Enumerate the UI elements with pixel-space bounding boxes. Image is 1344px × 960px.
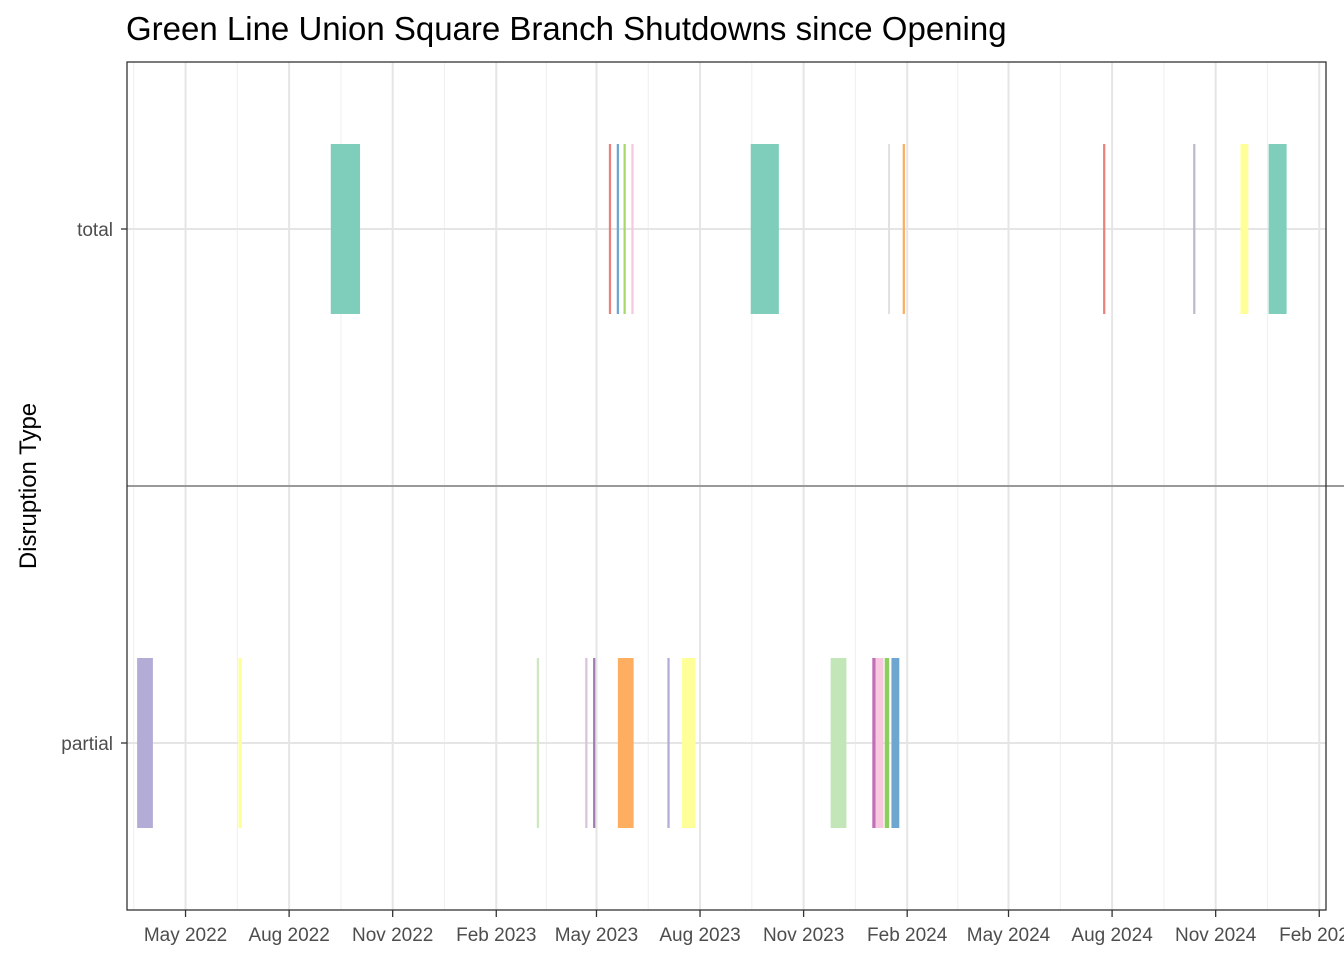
y-tick-label: total xyxy=(77,220,113,241)
plot-panel xyxy=(126,61,1344,911)
x-tick-label: Nov 2024 xyxy=(1175,925,1257,946)
disruption-bar-total xyxy=(631,144,634,314)
x-tick-label: Nov 2023 xyxy=(763,925,844,946)
disruption-bar-partial xyxy=(872,658,876,828)
disruption-bar-total xyxy=(616,144,619,314)
x-tick-label: Feb 2024 xyxy=(867,925,948,946)
disruption-bar-total xyxy=(623,144,626,314)
x-tick-label: Nov 2022 xyxy=(352,925,433,946)
disruption-bar-partial xyxy=(667,658,670,828)
disruption-bar-partial xyxy=(617,658,634,828)
panel-border xyxy=(126,61,1327,911)
x-axis: May 2022 Aug 2022 Nov 2022 Feb 2023 May 2023… xyxy=(144,910,1344,946)
disruption-bar-partial xyxy=(593,658,596,828)
y-axis-label: Disruption Type xyxy=(15,403,42,569)
disruption-bar-total xyxy=(1193,144,1196,314)
disruption-bars xyxy=(137,144,1287,828)
x-tick-label: May 2023 xyxy=(555,925,638,946)
disruption-bar-total xyxy=(330,144,361,314)
disruption-bar-total xyxy=(1268,144,1287,314)
disruption-bar-total xyxy=(750,144,779,314)
x-tick-label: Aug 2023 xyxy=(659,925,740,946)
y-tick-label: partial xyxy=(61,734,113,755)
disruption-bar-total xyxy=(608,144,612,314)
disruption-bar-partial xyxy=(884,658,890,828)
disruption-bar-partial xyxy=(238,658,242,828)
x-tick-label: May 2022 xyxy=(144,925,227,946)
disruption-bar-partial xyxy=(137,658,153,828)
x-tick-label: May 2024 xyxy=(967,925,1051,946)
disruption-bar-total xyxy=(1103,144,1106,314)
disruption-bar-partial xyxy=(536,658,540,828)
disruption-bar-total xyxy=(888,144,891,314)
x-tick-label: Feb 2025 xyxy=(1279,925,1344,946)
disruption-bar-total xyxy=(902,144,905,314)
disruption-bar-total xyxy=(1240,144,1249,314)
disruption-bar-partial xyxy=(830,658,847,828)
disruption-bar-partial xyxy=(891,658,900,828)
disruption-bar-partial xyxy=(585,658,588,828)
disruption-bar-partial xyxy=(875,658,884,828)
disruption-bar-partial xyxy=(682,658,696,828)
x-tick-label: Feb 2023 xyxy=(456,925,536,946)
x-tick-label: Aug 2022 xyxy=(248,925,329,946)
chart-title: Green Line Union Square Branch Shutdowns… xyxy=(126,10,1007,47)
x-tick-label: Aug 2024 xyxy=(1071,925,1153,946)
y-axis: total partial xyxy=(61,220,127,755)
